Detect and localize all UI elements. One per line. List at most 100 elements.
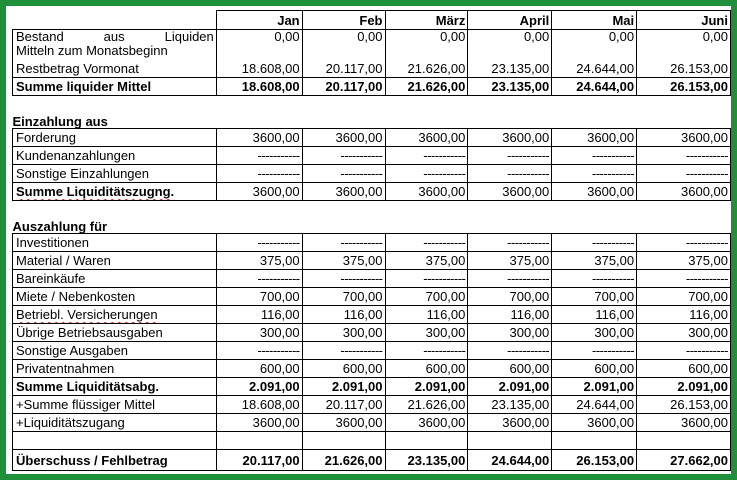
cell[interactable]: 26.153,00 — [551, 449, 638, 471]
row-label[interactable]: Material / Waren — [12, 251, 217, 270]
cell[interactable]: 116,00 — [384, 305, 469, 324]
cell[interactable]: 600,00 — [215, 359, 303, 378]
cell[interactable]: ----------- — [384, 164, 469, 183]
cell[interactable]: 0,00 — [301, 29, 386, 60]
cell[interactable]: ----------- — [301, 164, 386, 183]
row-label[interactable]: Überschuss / Fehlbetrag — [12, 449, 217, 471]
row-label[interactable]: Summe Liquiditätszugng. — [12, 182, 217, 201]
empty-cell[interactable] — [551, 431, 638, 450]
cell[interactable]: 3600,00 — [636, 413, 731, 432]
cell[interactable]: 0,00 — [636, 29, 731, 60]
cell[interactable]: 3600,00 — [467, 128, 553, 147]
cell[interactable]: ----------- — [215, 146, 303, 165]
cell[interactable]: 375,00 — [636, 251, 731, 270]
month-header[interactable]: März — [384, 10, 469, 30]
cell[interactable]: 2.091,00 — [467, 377, 553, 396]
cell[interactable]: 24.644,00 — [551, 395, 638, 414]
cell[interactable]: 2.091,00 — [301, 377, 386, 396]
row-label[interactable]: Betriebl. Versicherungen — [12, 305, 217, 324]
cell[interactable]: 18.608,00 — [215, 77, 303, 96]
row-label[interactable]: Übrige Betriebsausgaben — [12, 323, 217, 342]
cell[interactable]: 300,00 — [467, 323, 553, 342]
cell[interactable]: 18.608,00 — [215, 395, 303, 414]
cell[interactable]: 23.135,00 — [384, 449, 469, 471]
cell[interactable]: 116,00 — [467, 305, 553, 324]
cell[interactable]: 3600,00 — [301, 128, 386, 147]
empty-cell[interactable] — [215, 431, 303, 450]
cell[interactable]: ----------- — [215, 269, 303, 288]
row-label[interactable]: Restbetrag Vormonat — [12, 60, 217, 78]
cell[interactable]: ----------- — [636, 233, 731, 252]
cell[interactable]: ----------- — [384, 233, 469, 252]
cell[interactable]: 3600,00 — [636, 128, 731, 147]
row-label[interactable]: Sonstige Ausgaben — [12, 341, 217, 360]
cell[interactable]: 375,00 — [551, 251, 638, 270]
cell[interactable]: ----------- — [467, 146, 553, 165]
cell[interactable]: 0,00 — [467, 29, 553, 60]
cell[interactable]: ----------- — [636, 164, 731, 183]
cell[interactable]: 24.644,00 — [551, 60, 638, 78]
cell[interactable]: 23.135,00 — [467, 395, 553, 414]
cell[interactable]: 3600,00 — [467, 182, 553, 201]
cell[interactable]: 21.626,00 — [301, 449, 386, 471]
row-label[interactable]: Kundenanzahlungen — [12, 146, 217, 165]
row-label[interactable]: Miete / Nebenkosten — [12, 287, 217, 306]
cell[interactable]: 20.117,00 — [301, 395, 386, 414]
cell[interactable]: 23.135,00 — [467, 60, 553, 78]
cell[interactable]: ----------- — [467, 341, 553, 360]
cell[interactable]: ----------- — [301, 233, 386, 252]
cell[interactable]: 700,00 — [467, 287, 553, 306]
cell[interactable]: 375,00 — [215, 251, 303, 270]
cell[interactable]: 375,00 — [384, 251, 469, 270]
cell[interactable]: 3600,00 — [551, 128, 638, 147]
cell[interactable]: 18.608,00 — [215, 60, 303, 78]
row-label[interactable]: Sonstige Einzahlungen — [12, 164, 217, 183]
month-header[interactable]: Mai — [551, 10, 638, 30]
cell[interactable]: 24.644,00 — [467, 449, 553, 471]
cell[interactable]: ----------- — [636, 146, 731, 165]
row-label[interactable]: Summe liquider Mittel — [12, 77, 217, 96]
cell[interactable]: 3600,00 — [301, 182, 386, 201]
cell[interactable]: ----------- — [467, 269, 553, 288]
cell[interactable]: 700,00 — [551, 287, 638, 306]
cell[interactable]: 700,00 — [301, 287, 386, 306]
cell[interactable]: ----------- — [551, 164, 638, 183]
cell[interactable]: ----------- — [636, 341, 731, 360]
cell[interactable]: 700,00 — [636, 287, 731, 306]
cell[interactable]: ----------- — [301, 146, 386, 165]
cell[interactable]: 600,00 — [301, 359, 386, 378]
cell[interactable]: 600,00 — [636, 359, 731, 378]
cell[interactable]: 3600,00 — [384, 128, 469, 147]
cell[interactable]: 0,00 — [215, 29, 303, 60]
row-label[interactable]: Privatentnahmen — [12, 359, 217, 378]
cell[interactable]: 375,00 — [301, 251, 386, 270]
cell[interactable]: 300,00 — [215, 323, 303, 342]
cell[interactable]: 116,00 — [301, 305, 386, 324]
cell[interactable]: 3600,00 — [215, 128, 303, 147]
cell[interactable]: 3600,00 — [301, 413, 386, 432]
cell[interactable]: 21.626,00 — [384, 77, 469, 96]
cell[interactable]: 23.135,00 — [467, 77, 553, 96]
cell[interactable]: 20.117,00 — [301, 60, 386, 78]
cell[interactable]: ----------- — [384, 269, 469, 288]
row-label[interactable]: +Summe flüssiger Mittel — [12, 395, 217, 414]
cell[interactable]: 600,00 — [467, 359, 553, 378]
cell[interactable]: ----------- — [301, 341, 386, 360]
cell[interactable]: 2.091,00 — [636, 377, 731, 396]
empty-cell[interactable] — [301, 431, 386, 450]
cell[interactable]: 20.117,00 — [301, 77, 386, 96]
cell[interactable]: 700,00 — [384, 287, 469, 306]
cell[interactable]: ----------- — [636, 269, 731, 288]
cell[interactable]: 3600,00 — [384, 182, 469, 201]
row-label[interactable]: Forderung — [12, 128, 217, 147]
cell[interactable]: 3600,00 — [467, 413, 553, 432]
cell[interactable]: 116,00 — [636, 305, 731, 324]
cell[interactable]: ----------- — [384, 146, 469, 165]
cell[interactable]: 24.644,00 — [551, 77, 638, 96]
cell[interactable]: 300,00 — [636, 323, 731, 342]
row-label[interactable]: Bareinkäufe — [12, 269, 217, 288]
cell[interactable]: 27.662,00 — [636, 449, 731, 471]
month-header[interactable]: Juni — [636, 10, 731, 30]
cell[interactable]: 700,00 — [215, 287, 303, 306]
cell[interactable]: 0,00 — [551, 29, 638, 60]
